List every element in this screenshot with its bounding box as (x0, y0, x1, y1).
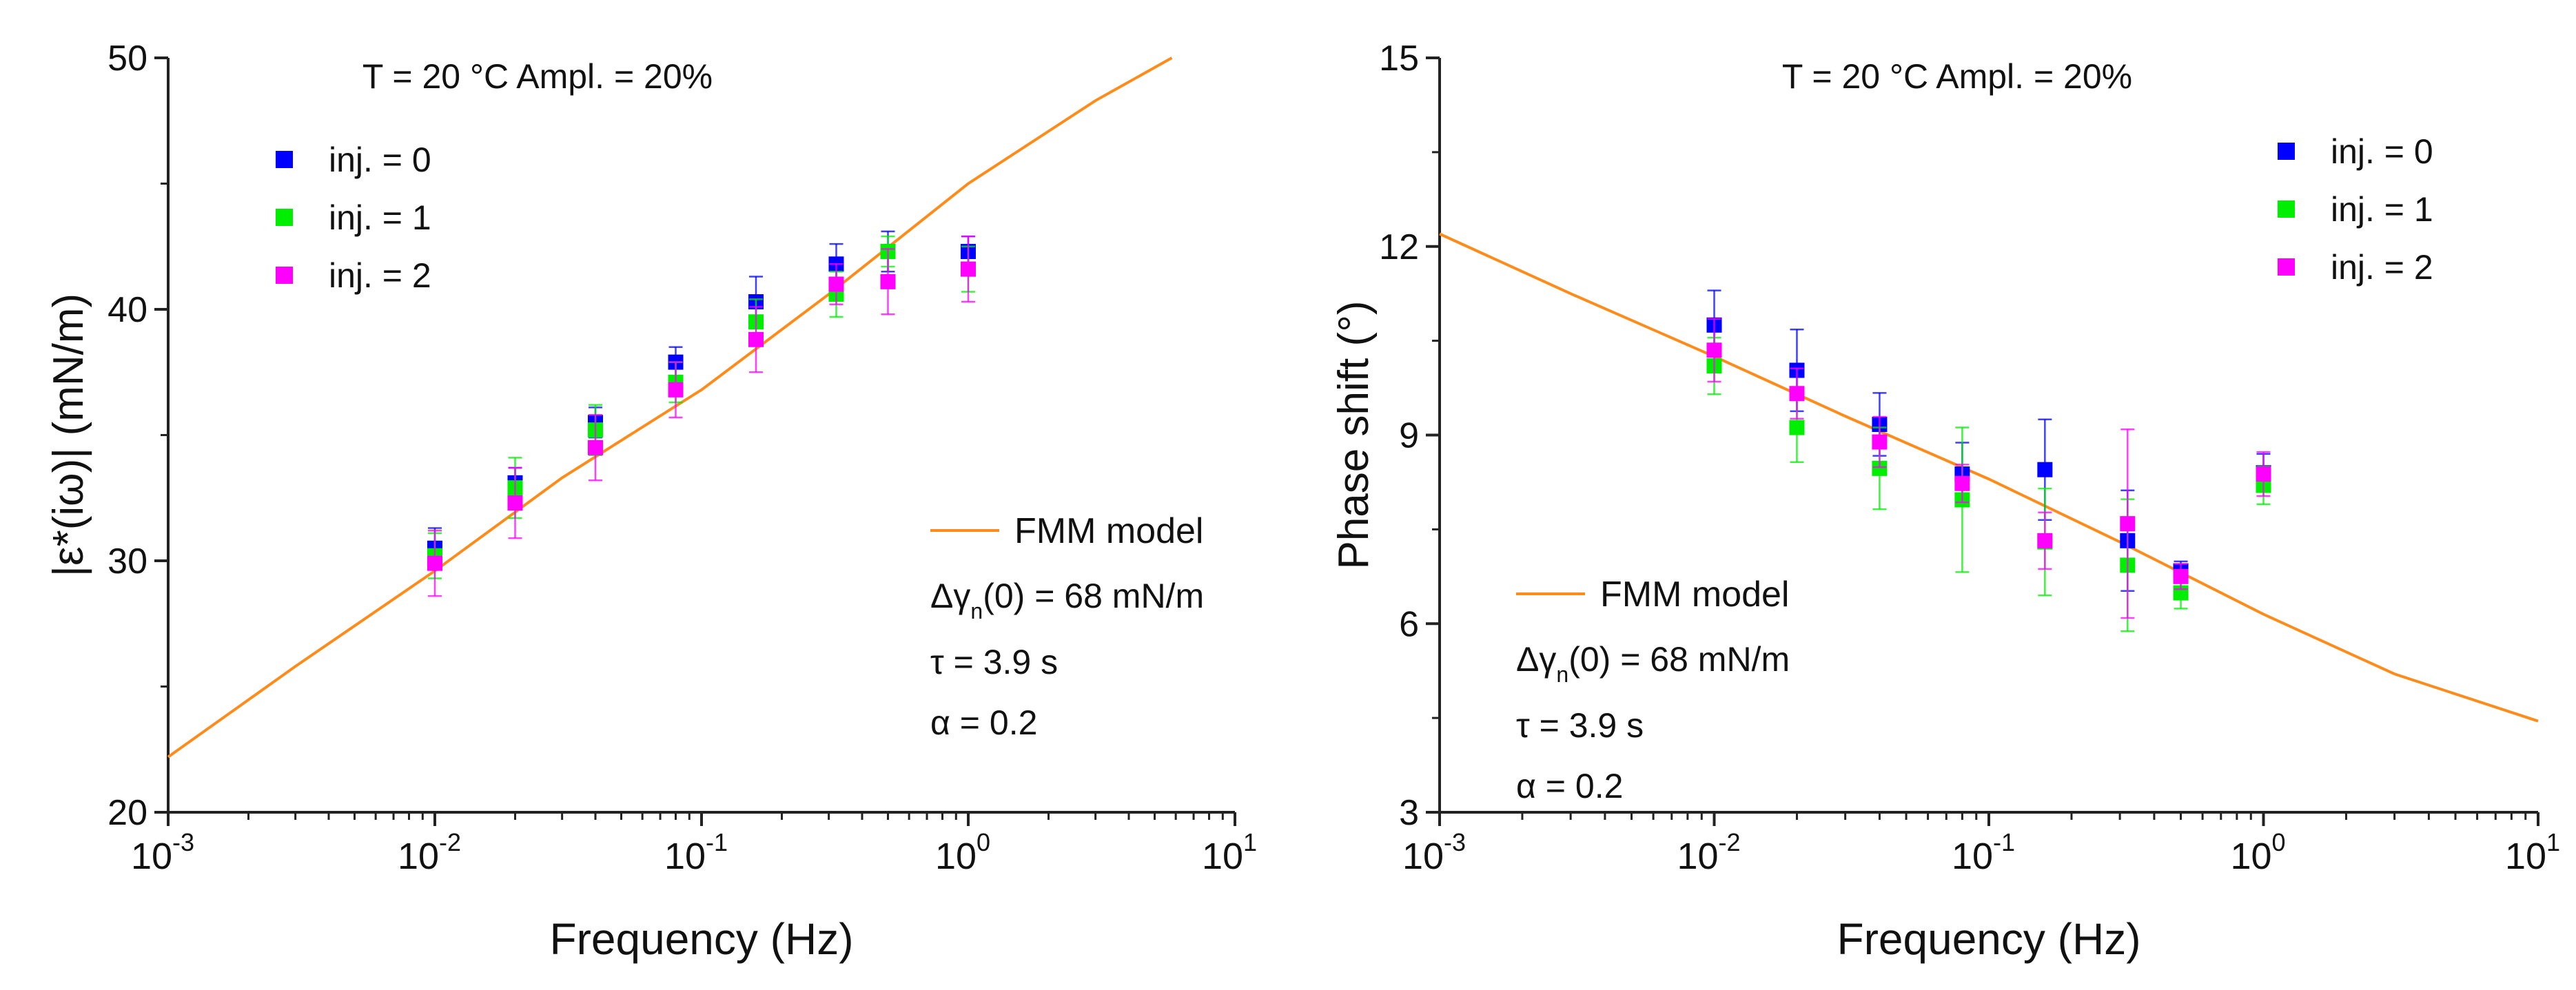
y-tick-label: 40 (108, 290, 147, 330)
y-axis-title: Phase shift (°) (1330, 300, 1378, 569)
data-point (427, 555, 442, 571)
legend-label: inj. = 0 (329, 141, 431, 179)
legend-label: inj. = 0 (2331, 132, 2433, 171)
fmm-model-line (167, 56, 1173, 759)
x-tick-label: 10-1 (1952, 828, 2015, 877)
x-tick-label: 10-2 (398, 828, 461, 877)
data-point (880, 274, 896, 289)
data-point (1872, 460, 1888, 476)
data-point (668, 382, 684, 398)
x-tick-label: 100 (935, 828, 990, 877)
param-alpha: α = 0.2 (930, 703, 1037, 742)
x-tick-label: 10-3 (1402, 828, 1466, 877)
data-point (1872, 434, 1888, 450)
data-point (961, 261, 976, 277)
x-tick-label: 10-2 (1677, 828, 1740, 877)
y-tick-label: 6 (1399, 604, 1419, 644)
data-point (2037, 462, 2053, 477)
fmm-model-line (1439, 232, 2539, 723)
param-delta-gamma: Δγn(0) = 68 mN/m (1516, 640, 1790, 687)
y-tick-label: 30 (108, 542, 147, 581)
legend-marker (2278, 143, 2295, 160)
legend-label: inj. = 2 (329, 256, 431, 295)
param-tau: τ = 3.9 s (930, 643, 1058, 681)
legend-label: inj. = 1 (329, 198, 431, 237)
legend-marker (276, 209, 293, 226)
y-tick-label: 20 (108, 793, 147, 833)
chart-title: T = 20 °C Ampl. = 20% (1782, 57, 2132, 96)
y-tick-label: 3 (1399, 793, 1419, 833)
param-delta-gamma: Δγn(0) = 68 mN/m (930, 577, 1204, 623)
x-axis-title: Frequency (Hz) (1837, 914, 2141, 964)
y-tick-label: 15 (1379, 39, 1419, 79)
data-point (2037, 533, 2053, 548)
chart-0: 10-3 10-2 10-1 100 101 20 30 40 50 Frequency (Hz)… (45, 39, 1257, 964)
data-point (1789, 386, 1805, 402)
legend-marker (276, 267, 293, 284)
x-tick-label: 101 (1202, 828, 1257, 877)
y-tick-label: 9 (1399, 416, 1419, 456)
data-point (1789, 420, 1805, 435)
x-tick-label: 100 (2230, 828, 2285, 877)
series-2 (427, 235, 976, 597)
data-point (828, 276, 844, 292)
legend-marker (2278, 200, 2295, 218)
y-tick-label: 12 (1379, 227, 1419, 267)
data-point (2173, 568, 2189, 584)
x-tick-label: 10-1 (664, 828, 728, 877)
data-point (587, 440, 603, 455)
data-point (507, 495, 523, 511)
series-1 (1706, 336, 2271, 632)
x-axis-title: Frequency (Hz) (550, 914, 854, 964)
param-tau: τ = 3.9 s (1516, 706, 1644, 745)
legend-marker (2278, 258, 2295, 276)
data-point (748, 331, 764, 347)
legend-marker (276, 151, 293, 168)
y-axis-title: |ε*(iω)| (mN/m) (45, 293, 92, 577)
legend-label: inj. = 1 (2331, 190, 2433, 229)
series-2 (1706, 318, 2271, 619)
chart-title: T = 20 °C Ampl. = 20% (362, 57, 713, 96)
x-tick-label: 101 (2505, 828, 2560, 877)
legend-label: inj. = 2 (2331, 248, 2433, 287)
data-point (1706, 342, 1722, 358)
chart-1: 10-3 10-2 10-1 100 101 3 6 9 12 15 Frequency (Hz) P… (1330, 39, 2560, 964)
series-0 (1706, 289, 2271, 592)
legend-model-label: FMM model (1014, 511, 1203, 551)
param-alpha: α = 0.2 (1516, 767, 1623, 805)
y-tick-label: 50 (108, 39, 147, 79)
data-point (2256, 466, 2271, 482)
x-tick-label: 10-3 (131, 828, 194, 877)
data-point (1954, 475, 1970, 491)
data-point (2120, 516, 2136, 532)
legend-model-label: FMM model (1600, 575, 1789, 615)
